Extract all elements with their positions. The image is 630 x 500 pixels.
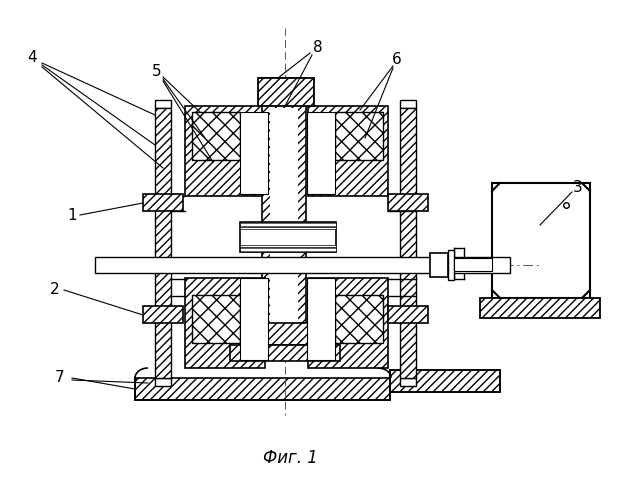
Text: 6: 6 [392, 52, 402, 68]
Text: 7: 7 [55, 370, 65, 386]
Text: 8: 8 [313, 40, 323, 56]
Bar [240, 112, 268, 194]
Text: 3: 3 [573, 180, 583, 196]
Bar [230, 345, 340, 361]
Bar [258, 323, 314, 345]
Bar [335, 295, 383, 343]
Bar [492, 183, 590, 298]
Bar [388, 194, 428, 211]
Polygon shape [390, 370, 500, 392]
Bar [240, 278, 268, 360]
Bar [240, 245, 336, 252]
Bar [143, 194, 183, 211]
Bar [192, 112, 240, 160]
Text: 4: 4 [27, 50, 37, 66]
Bar [240, 222, 336, 252]
Bar [155, 108, 171, 378]
Bar [307, 112, 335, 194]
Bar [308, 278, 388, 368]
Bar [400, 108, 416, 378]
Text: Фиг. 1: Фиг. 1 [263, 449, 318, 467]
Text: 2: 2 [50, 282, 60, 298]
Bar [400, 378, 416, 386]
Bar [185, 278, 265, 368]
Bar [335, 112, 383, 160]
Text: 1: 1 [67, 208, 77, 222]
Bar [135, 378, 390, 400]
Bar [454, 258, 492, 271]
Text: 5: 5 [152, 64, 162, 80]
Bar [192, 295, 240, 343]
Bar [240, 222, 336, 229]
Bar [155, 100, 171, 108]
Bar [155, 378, 171, 386]
Bar [308, 106, 388, 196]
Bar [270, 108, 298, 323]
Bar [95, 257, 510, 273]
Bar [262, 78, 306, 323]
Bar [185, 106, 265, 196]
Bar [388, 306, 428, 323]
Bar [258, 78, 314, 106]
Bar [448, 250, 454, 280]
Bar [307, 278, 335, 360]
Bar [430, 253, 448, 277]
Bar [400, 100, 416, 108]
Bar [143, 306, 183, 323]
Bar [480, 298, 600, 318]
